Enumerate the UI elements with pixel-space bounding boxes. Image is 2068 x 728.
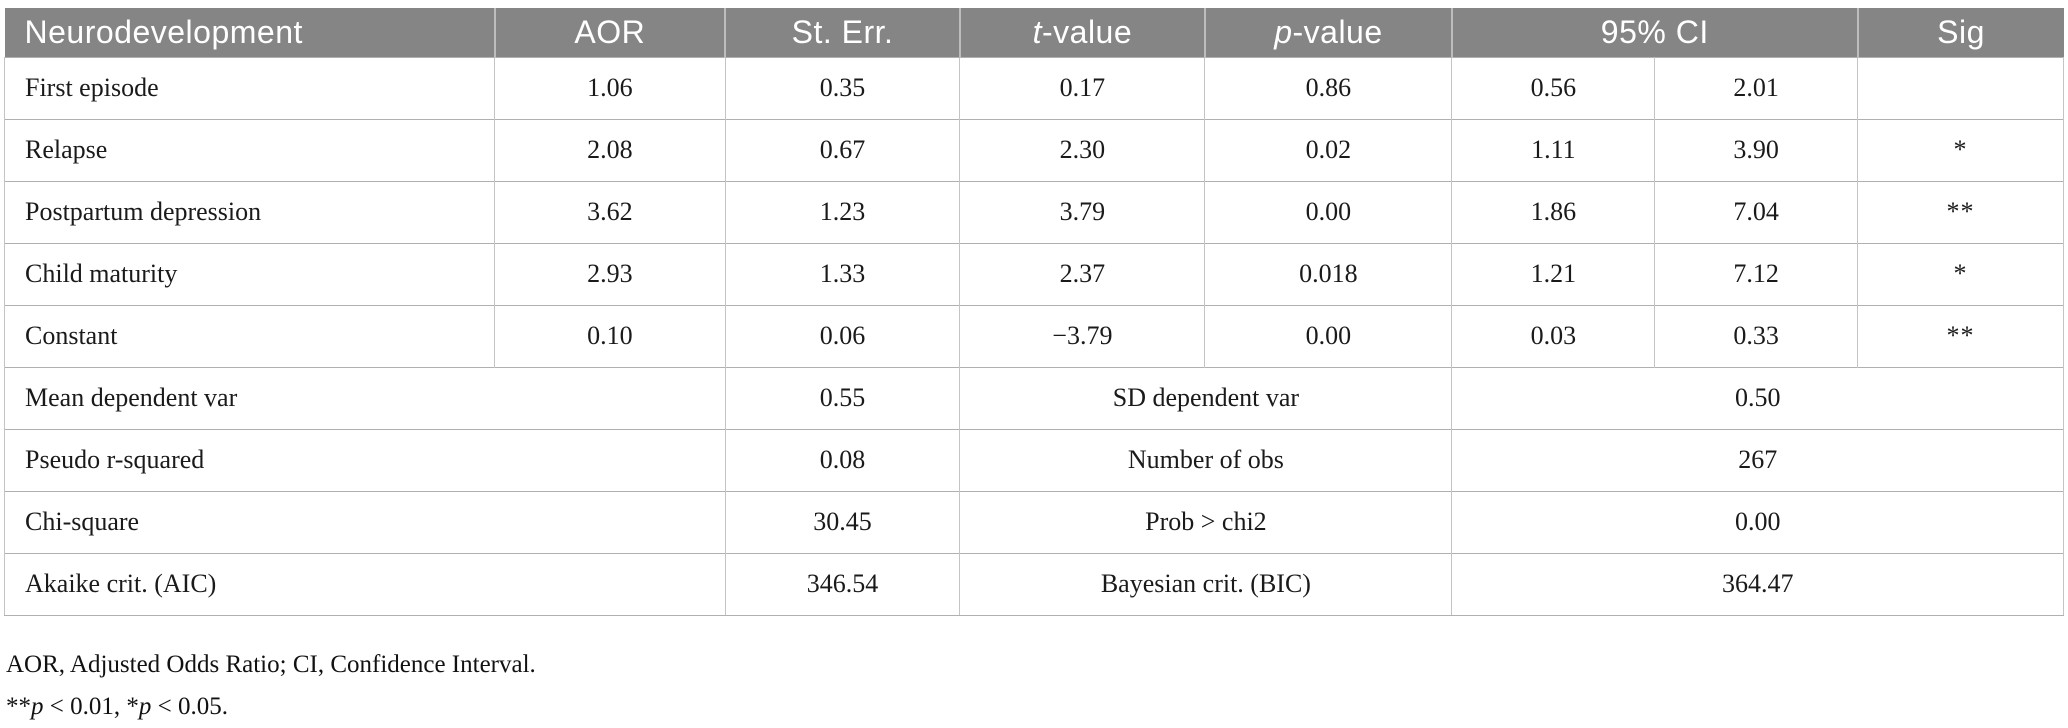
cell-p-value: 0.00 [1204, 304, 1453, 367]
summary-value: 0.55 [724, 366, 961, 429]
cell-st-err: 0.67 [724, 118, 961, 181]
table-row-first-episode: First episode 1.06 0.35 0.17 0.86 0.56 2… [3, 56, 2064, 119]
summary-label: Number of obs [959, 428, 1453, 491]
cell-p-value: 0.86 [1204, 56, 1453, 119]
cell-ci-high: 2.01 [1654, 56, 1859, 119]
t-value-italic: t [1032, 13, 1042, 50]
cell-p-value: 0.018 [1204, 242, 1453, 305]
header-aor: AOR [493, 8, 726, 57]
cell-aor: 3.62 [494, 180, 726, 243]
cell-t-value: 2.30 [959, 118, 1206, 181]
summary-value: 0.50 [1451, 366, 2064, 429]
p-value-italic: p [1274, 13, 1293, 50]
cell-sig [1857, 56, 2064, 119]
cell-t-value: 3.79 [959, 180, 1206, 243]
cell-t-value: 0.17 [959, 56, 1206, 119]
summary-value: 267 [1451, 428, 2064, 491]
footnote-significance: **p < 0.01, *p < 0.05. [6, 686, 2064, 728]
table-row-constant: Constant 0.10 0.06 −3.79 0.00 0.03 0.33 … [3, 304, 2064, 367]
summary-value: 0.00 [1451, 490, 2064, 553]
cell-p-value: 0.02 [1204, 118, 1453, 181]
cell-ci-low: 1.86 [1451, 180, 1656, 243]
summary-label: SD dependent var [959, 366, 1453, 429]
header-95-ci: 95% CI [1450, 8, 1858, 57]
footnote-threshold: < 0.01, * [43, 692, 139, 720]
header-st-err: St. Err. [724, 8, 960, 57]
table-row-postpartum-depression: Postpartum depression 3.62 1.23 3.79 0.0… [3, 180, 2064, 243]
footnote-stars: ** [6, 692, 31, 720]
summary-label: Akaike crit. (AIC) [4, 552, 726, 616]
summary-label: Prob > chi2 [959, 490, 1453, 553]
cell-st-err: 1.23 [724, 180, 961, 243]
summary-label: Pseudo r-squared [4, 428, 726, 491]
cell-label: First episode [3, 56, 496, 119]
footnote-p-italic: p [31, 692, 44, 720]
cell-label: Child maturity [3, 242, 496, 305]
cell-aor: 1.06 [494, 56, 726, 119]
cell-st-err: 1.33 [724, 242, 961, 305]
p-value-rest: -value [1292, 13, 1383, 50]
t-value-rest: -value [1041, 13, 1133, 50]
header-neurodevelopment: Neurodevelopment [4, 8, 495, 57]
header-sig: Sig [1856, 8, 2064, 57]
header-t-value: t-value [958, 8, 1205, 57]
summary-label: Bayesian crit. (BIC) [959, 552, 1453, 616]
summary-row-dependent-var: Mean dependent var 0.55 SD dependent var… [4, 366, 2064, 429]
summary-value: 0.08 [724, 428, 961, 491]
summary-row-pseudo-r-squared: Pseudo r-squared 0.08 Number of obs 267 [4, 428, 2064, 491]
cell-aor: 2.08 [494, 118, 726, 181]
cell-aor: 0.10 [494, 304, 726, 367]
table-header-row: Neurodevelopment AOR St. Err. t-value p-… [4, 8, 2064, 57]
cell-ci-high: 7.04 [1654, 180, 1859, 243]
table-footnotes: AOR, Adjusted Odds Ratio; CI, Confidence… [4, 644, 2064, 728]
cell-ci-low: 0.56 [1451, 56, 1656, 119]
cell-sig: * [1857, 118, 2064, 181]
summary-value: 30.45 [724, 490, 961, 553]
header-p-value: p-value [1203, 8, 1452, 57]
cell-ci-high: 7.12 [1654, 242, 1859, 305]
cell-p-value: 0.00 [1204, 180, 1453, 243]
table-row-relapse: Relapse 2.08 0.67 2.30 0.02 1.11 3.90 * [3, 118, 2064, 181]
cell-t-value: −3.79 [959, 304, 1206, 367]
footnote-abbreviations: AOR, Adjusted Odds Ratio; CI, Confidence… [6, 650, 536, 678]
cell-label: Constant [3, 304, 496, 367]
cell-ci-high: 3.90 [1654, 118, 1859, 181]
summary-row-chi-square: Chi-square 30.45 Prob > chi2 0.00 [4, 490, 2064, 553]
summary-label: Chi-square [4, 490, 726, 553]
footnote-p-italic: p [138, 692, 152, 720]
cell-ci-high: 0.33 [1654, 304, 1859, 367]
summary-label: Mean dependent var [4, 366, 726, 429]
cell-ci-low: 1.11 [1451, 118, 1656, 181]
cell-st-err: 0.06 [724, 304, 961, 367]
cell-ci-low: 0.03 [1451, 304, 1656, 367]
regression-results-table: Neurodevelopment AOR St. Err. t-value p-… [3, 8, 2064, 616]
cell-sig: * [1857, 242, 2064, 305]
cell-ci-low: 1.21 [1451, 242, 1656, 305]
summary-row-information-criteria: Akaike crit. (AIC) 346.54 Bayesian crit.… [4, 552, 2064, 616]
summary-value: 346.54 [724, 552, 961, 616]
cell-sig: ** [1857, 180, 2064, 243]
summary-value: 364.47 [1451, 552, 2064, 616]
footnote-threshold: < 0.05. [151, 692, 228, 720]
cell-aor: 2.93 [494, 242, 726, 305]
cell-label: Postpartum depression [3, 180, 496, 243]
cell-t-value: 2.37 [959, 242, 1206, 305]
cell-st-err: 0.35 [724, 56, 961, 119]
table-row-child-maturity: Child maturity 2.93 1.33 2.37 0.018 1.21… [3, 242, 2064, 305]
cell-sig: ** [1857, 304, 2064, 367]
cell-label: Relapse [3, 118, 496, 181]
